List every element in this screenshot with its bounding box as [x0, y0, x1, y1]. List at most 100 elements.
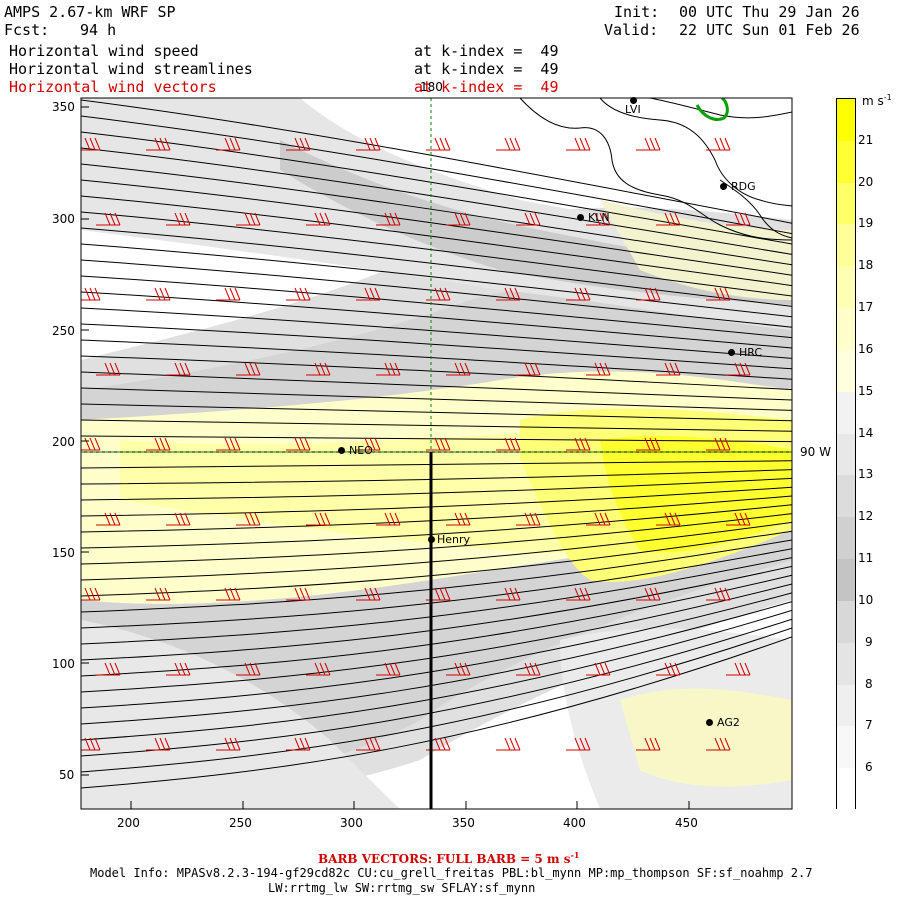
field-vectors-level: at k-index = 49 [414, 78, 559, 96]
colorbar-band [837, 642, 855, 685]
y-tick-label: 200 [52, 435, 75, 449]
wind-barb [356, 587, 381, 601]
streamline [81, 115, 792, 235]
colorbar-band [837, 768, 855, 810]
colorbar-band [837, 559, 855, 601]
wind-barb [356, 737, 381, 751]
streamline [81, 636, 792, 789]
wind-barb [566, 287, 591, 301]
streamline [81, 355, 792, 391]
wind-barb [586, 662, 611, 676]
colorbar-label: 11 [858, 551, 874, 566]
wind-barb [81, 587, 101, 601]
wind-barb [96, 362, 121, 376]
colorbar-band [837, 684, 855, 727]
wind-barb [146, 437, 171, 451]
barb-note: BARB VECTORS: FULL BARB = 5 m s-1 [318, 850, 580, 866]
colorbar-label: 7 [865, 718, 873, 733]
wind-barb [236, 512, 261, 526]
wind-barb [446, 662, 471, 676]
colorbar-label: 16 [858, 341, 874, 356]
wind-barb [356, 137, 381, 151]
wind-barb [216, 737, 241, 751]
wind-barb [286, 737, 311, 751]
streamline [81, 530, 792, 597]
streamline [81, 307, 792, 359]
wind-barb [216, 437, 241, 451]
wind-barb [306, 512, 331, 526]
wind-barb [146, 137, 171, 151]
wind-barb [356, 287, 381, 301]
valid-label: Valid: [604, 21, 659, 39]
wind-barb [376, 212, 401, 226]
streamline [81, 179, 792, 276]
x-tick-label: 400 [563, 816, 586, 830]
parallel-label: 90 W [800, 445, 831, 459]
wind-barb [146, 287, 171, 301]
streamline [81, 339, 792, 380]
wind-barb [306, 362, 331, 376]
wind-barb [656, 212, 681, 226]
colorbar-label: 12 [858, 509, 874, 524]
wind-barb [216, 137, 241, 151]
streamline [81, 259, 792, 328]
field-streamlines-level: at k-index = 49 [414, 60, 559, 78]
wind-barb [81, 137, 101, 151]
wind-barb [356, 437, 381, 451]
colorbar-band [837, 517, 855, 560]
wind-barb [166, 362, 191, 376]
wind-barb [426, 287, 451, 301]
streamline [81, 243, 792, 318]
streamline [81, 592, 792, 709]
wind-barb [306, 662, 331, 676]
wind-barb [236, 212, 261, 226]
colorbar-label: 15 [858, 383, 874, 398]
colorbar-band [837, 224, 855, 267]
streamline [81, 275, 792, 339]
streamline [81, 513, 792, 565]
wind-barb [96, 212, 121, 226]
model-info-line1: Model Info: MPASv8.2.3-194-gf29cd82c CU:… [90, 866, 813, 880]
y-tick-label: 300 [52, 212, 75, 226]
wind-barb [586, 212, 611, 226]
streamline [81, 574, 792, 677]
wind-barb [706, 737, 731, 751]
streamline [81, 227, 792, 307]
colorbar-band [837, 349, 855, 392]
wind-barb [496, 287, 521, 301]
wind-barb [496, 737, 521, 751]
wind-barb [496, 437, 521, 451]
streamline [81, 163, 792, 266]
wind-barb [146, 587, 171, 601]
x-tick-label: 200 [117, 816, 140, 830]
wind-barb [566, 137, 591, 151]
y-tick-label: 150 [52, 546, 75, 560]
wind-barb [216, 587, 241, 601]
wind-barb [376, 362, 401, 376]
x-tick-label: 450 [675, 816, 698, 830]
wind-barb [426, 137, 451, 151]
streamline [81, 504, 792, 549]
wind-barb [286, 137, 311, 151]
colorbar-label: 6 [865, 760, 873, 775]
streamline [81, 583, 792, 693]
colorbar-units: m s-1 [862, 93, 892, 108]
wind-barb [496, 137, 521, 151]
wind-barb [586, 512, 611, 526]
forecast-hours: 94 h [80, 21, 117, 39]
wind-barb [706, 587, 731, 601]
colorbar [836, 98, 856, 810]
wind-barb [656, 662, 681, 676]
wind-barb [96, 662, 121, 676]
map-title: AMPS 2.67-km WRF SP [4, 3, 176, 21]
wind-barb [446, 212, 471, 226]
wind-barb [516, 512, 541, 526]
streamline [81, 477, 792, 501]
streamline [81, 521, 792, 581]
streamline [81, 565, 792, 661]
wind-barb [446, 512, 471, 526]
wind-barb [636, 737, 661, 751]
streamline [81, 291, 792, 349]
wind-barb [726, 362, 751, 376]
streamline [81, 147, 792, 255]
